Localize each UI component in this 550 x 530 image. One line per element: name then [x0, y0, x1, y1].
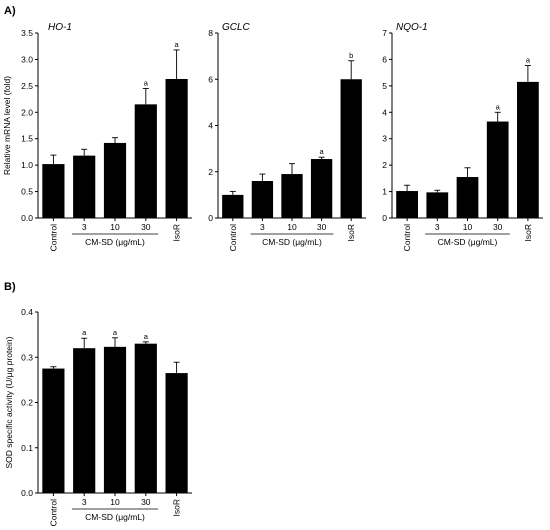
- bar: [103, 346, 127, 493]
- significance-label: a: [144, 332, 149, 341]
- y-axis-label: SOD specific activity (U/μg protein): [4, 336, 14, 468]
- y-tick-label: 1.5: [21, 134, 33, 144]
- significance-label: a: [113, 328, 118, 337]
- category-label: 3: [82, 222, 87, 232]
- panel-a-label: A): [4, 5, 16, 17]
- category-label: 30: [141, 222, 151, 232]
- y-tick-label: 6: [208, 74, 213, 84]
- bar: [222, 194, 244, 218]
- category-label: 10: [110, 222, 120, 232]
- charts-layer: HO-1 Relative mRNA level (fold) 0.0 0.5 1.0 1…: [2, 22, 543, 526]
- bar: [103, 142, 127, 218]
- group-label: CM-SD (μg/mL): [85, 512, 145, 522]
- category-label: Control: [228, 224, 238, 252]
- y-tick-label: 4: [382, 107, 387, 117]
- category-label: 3: [435, 222, 440, 232]
- bar: [517, 81, 539, 219]
- y-tick-label: 1.0: [21, 160, 33, 170]
- chart-ho1: HO-1 Relative mRNA level (fold) 0.0 0.5 1.0 1…: [2, 22, 192, 251]
- bar: [251, 181, 274, 218]
- chart-nqo1: NQO-1 0 1 2 3 4 5 6 7 Control 3 10 a 30 a IsoR CM-SD (μg…: [382, 22, 543, 251]
- category-label: Control: [48, 224, 58, 252]
- bar: [42, 164, 65, 218]
- category-label: 3: [260, 222, 265, 232]
- y-tick-label: 2.5: [21, 81, 33, 91]
- category-label: 3: [82, 497, 87, 507]
- y-tick-label: 0: [208, 213, 213, 223]
- bar: [165, 373, 188, 493]
- y-tick-label: 0.0: [21, 488, 33, 498]
- y-tick-label: 6: [382, 54, 387, 64]
- chart-title: HO-1: [48, 22, 72, 33]
- y-tick-label: 5: [382, 81, 387, 91]
- group-label: CM-SD (μg/mL): [438, 237, 498, 247]
- significance-label: a: [82, 328, 87, 337]
- significance-label: a: [175, 40, 180, 49]
- bar: [73, 155, 96, 218]
- y-tick-label: 3: [382, 134, 387, 144]
- category-label: 10: [463, 222, 473, 232]
- y-tick-label: 2: [208, 167, 213, 177]
- panel-b-label: B): [4, 281, 16, 293]
- y-tick-label: 0: [382, 213, 387, 223]
- significance-label: a: [320, 147, 325, 156]
- significance-label: a: [496, 102, 501, 111]
- category-label: IsoR: [172, 224, 182, 241]
- bar: [486, 121, 509, 218]
- group-label: CM-SD (μg/mL): [85, 237, 145, 247]
- bar: [396, 191, 418, 218]
- chart-title: NQO-1: [396, 22, 428, 33]
- category-label: 10: [110, 497, 120, 507]
- significance-label: b: [349, 51, 353, 60]
- category-label: IsoR: [523, 224, 533, 241]
- bar: [281, 174, 303, 218]
- category-label: IsoR: [346, 224, 356, 241]
- y-tick-label: 8: [208, 28, 213, 38]
- category-label: 30: [493, 222, 503, 232]
- significance-label: a: [526, 56, 531, 65]
- y-tick-label: 0.2: [21, 398, 33, 408]
- significance-label: a: [144, 79, 149, 88]
- bar: [165, 78, 188, 218]
- y-tick-label: 1: [382, 187, 387, 197]
- chart-sod: SOD specific activity (U/μg protein) 0.0 0…: [4, 307, 192, 526]
- bar: [134, 104, 157, 218]
- y-tick-label: 4: [208, 121, 213, 131]
- bar: [426, 192, 449, 218]
- y-tick-label: 3.0: [21, 54, 33, 64]
- category-label: IsoR: [172, 499, 182, 516]
- bar: [73, 348, 96, 493]
- y-tick-label: 2.0: [21, 107, 33, 117]
- y-tick-label: 0.5: [21, 187, 33, 197]
- y-tick-label: 0.4: [21, 307, 33, 317]
- bar: [134, 343, 157, 493]
- y-axis-label: Relative mRNA level (fold): [2, 76, 12, 175]
- bar: [310, 159, 333, 218]
- y-tick-label: 0.0: [21, 213, 33, 223]
- chart-title: GCLC: [222, 22, 251, 33]
- y-tick-label: 3.5: [21, 28, 33, 38]
- category-label: 30: [317, 222, 327, 232]
- y-tick-label: 2: [382, 160, 387, 170]
- bar: [42, 368, 65, 493]
- y-tick-label: 0.3: [21, 352, 33, 362]
- bar: [456, 177, 479, 218]
- bar: [340, 79, 362, 218]
- category-label: Control: [48, 499, 58, 527]
- category-label: Control: [402, 224, 412, 252]
- category-label: 10: [287, 222, 297, 232]
- chart-gclc: GCLC 0 2 4 6 8 Control 3 10 a 30 b IsoR CM-SD (μg/mL): [208, 22, 366, 251]
- category-label: 30: [141, 497, 151, 507]
- group-label: CM-SD (μg/mL): [262, 237, 322, 247]
- y-tick-label: 0.1: [21, 443, 33, 453]
- y-tick-label: 7: [382, 28, 387, 38]
